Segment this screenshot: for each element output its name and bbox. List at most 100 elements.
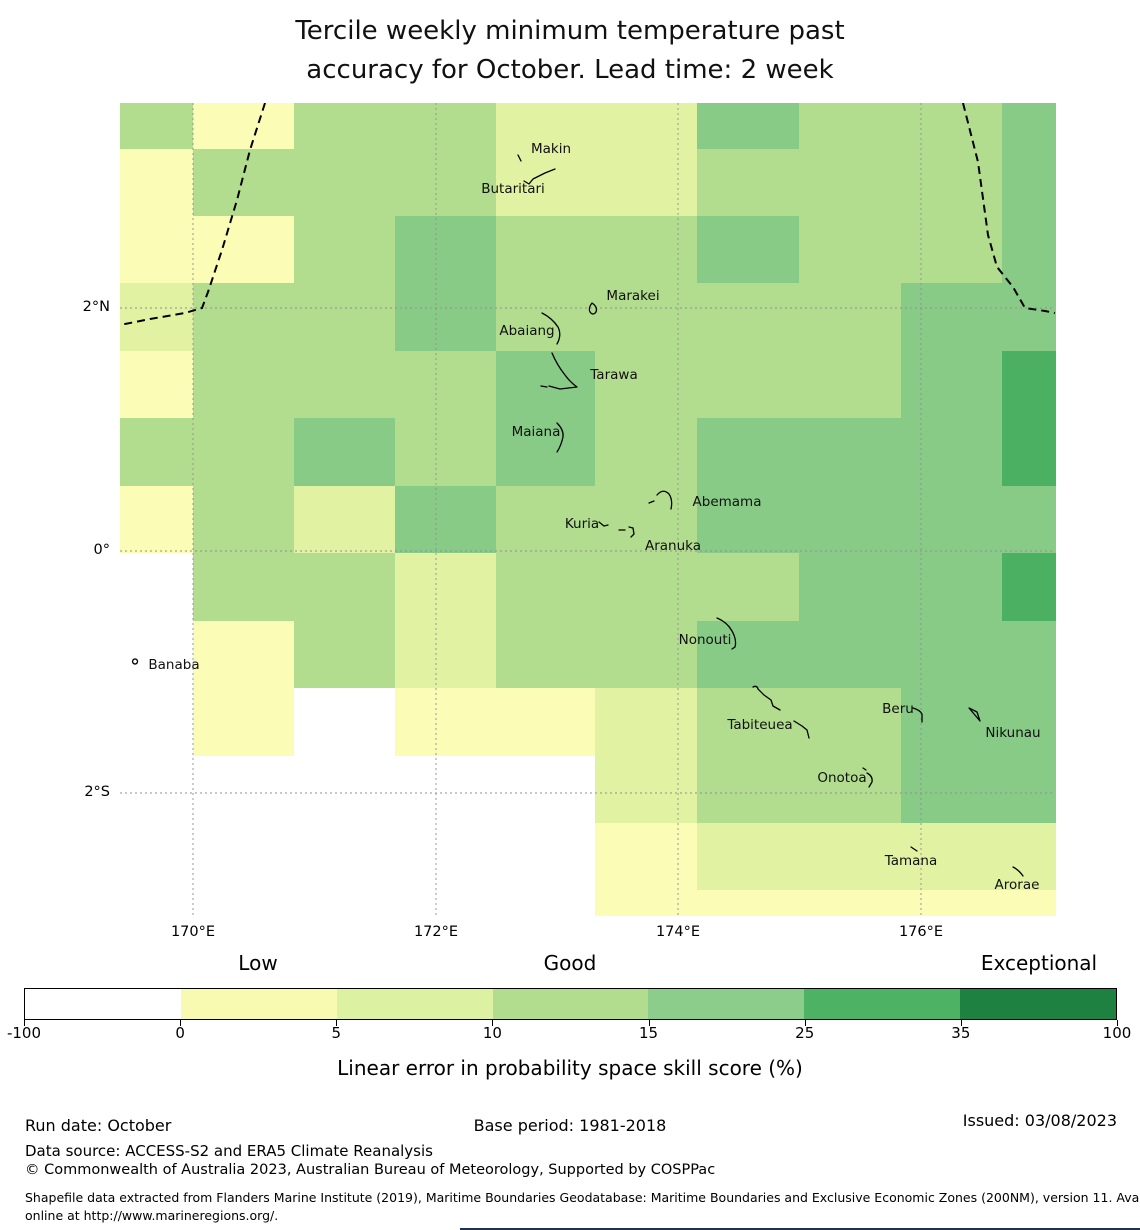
heatmap-cell bbox=[901, 149, 1003, 217]
heatmap-cell bbox=[901, 553, 1003, 622]
island-outline-Makin bbox=[517, 154, 522, 162]
heatmap-cell bbox=[799, 890, 902, 916]
heatmap-cell bbox=[193, 486, 295, 554]
heatmap-cell bbox=[595, 216, 698, 284]
heatmap-cell bbox=[595, 890, 698, 916]
colorbar-ticklabel-5: 5 bbox=[331, 1024, 342, 1042]
heatmap-cell bbox=[395, 216, 497, 284]
colorbar-tickmark-10 bbox=[492, 1020, 494, 1026]
colorbar-tickmark--100 bbox=[24, 1020, 25, 1026]
heatmap-cell bbox=[496, 890, 596, 916]
island-outline-Nikunau bbox=[968, 707, 981, 722]
heatmap-cell bbox=[120, 688, 194, 757]
heatmap-cell bbox=[901, 486, 1003, 554]
heatmap-cell bbox=[395, 486, 497, 554]
colorbar-tickmark-35 bbox=[960, 1020, 962, 1026]
island-outline-Onotoa bbox=[862, 767, 873, 788]
island-outline-Marakei bbox=[588, 302, 598, 315]
heatmap-cell bbox=[697, 688, 800, 757]
colorbar-ticklabel--100: -100 bbox=[6, 1024, 42, 1042]
heatmap-cell bbox=[120, 553, 194, 622]
colorbar-segment-4 bbox=[648, 989, 805, 1019]
heatmap-cell bbox=[120, 216, 194, 284]
colorbar-tickmark-15 bbox=[648, 1020, 650, 1026]
heatmap-cell bbox=[1002, 890, 1056, 916]
colorbar-segment-0 bbox=[25, 989, 181, 1019]
island-outline-Kuria bbox=[598, 521, 609, 527]
heatmap-cell bbox=[120, 351, 194, 419]
heatmap-cell bbox=[1002, 103, 1056, 150]
heatmap-cell bbox=[697, 283, 800, 352]
colorbar-axis-label: Linear error in probability space skill … bbox=[337, 1056, 803, 1080]
heatmap-cell bbox=[901, 823, 1003, 891]
heatmap-cell bbox=[294, 688, 396, 757]
heatmap-cell bbox=[496, 823, 596, 891]
heatmap-cell bbox=[1002, 756, 1056, 824]
eez-boundary-line-0 bbox=[120, 103, 266, 326]
heatmap-cell bbox=[901, 756, 1003, 824]
heatmap-cell bbox=[595, 823, 698, 891]
heatmap-cell bbox=[294, 756, 396, 824]
run-date: Run date: October bbox=[25, 1116, 172, 1135]
heatmap-cell bbox=[294, 823, 396, 891]
heatmap-cell bbox=[1002, 486, 1056, 554]
heatmap-cell bbox=[799, 351, 902, 419]
island-label-Makin: Makin bbox=[530, 141, 572, 157]
heatmap-cell bbox=[799, 553, 902, 622]
heatmap-cell bbox=[496, 149, 596, 217]
heatmap-cell bbox=[395, 688, 497, 757]
heatmap-cell bbox=[120, 621, 194, 689]
island-outline-Arorae bbox=[1012, 866, 1024, 877]
island-outline-Tarawa bbox=[540, 352, 578, 390]
island-label-Marakei: Marakei bbox=[606, 288, 660, 304]
island-label-Maiana: Maiana bbox=[511, 424, 561, 440]
heatmap-cell bbox=[395, 283, 497, 352]
island-outline-Aranuka bbox=[618, 526, 635, 538]
heatmap-cell bbox=[595, 283, 698, 352]
heatmap-cell bbox=[1002, 351, 1056, 419]
data-source: Data source: ACCESS-S2 and ERA5 Climate … bbox=[25, 1142, 433, 1160]
heatmap-cell bbox=[697, 216, 800, 284]
heatmap-cell bbox=[799, 103, 902, 150]
heatmap-cell bbox=[294, 216, 396, 284]
colorbar-ticklabel-0: 0 bbox=[175, 1024, 185, 1042]
heatmap-cell bbox=[193, 216, 295, 284]
colorbar bbox=[24, 988, 1117, 1020]
heatmap-cell bbox=[496, 103, 596, 150]
colorbar-ticklabel-100: 100 bbox=[1102, 1024, 1132, 1042]
heatmap-cell bbox=[193, 553, 295, 622]
heatmap-cell bbox=[395, 823, 497, 891]
heatmap-cell bbox=[496, 553, 596, 622]
island-outline-Abaiang bbox=[541, 312, 561, 345]
shapefile-note-line2: online at http://www.marineregions.org/. bbox=[25, 1208, 279, 1223]
heatmap-cell bbox=[799, 823, 902, 891]
bottom-edge-bar bbox=[460, 1228, 1140, 1230]
y-tick-2°N: 2°N bbox=[82, 299, 110, 315]
heatmap-cell bbox=[120, 823, 194, 891]
heatmap-cell bbox=[193, 283, 295, 352]
heatmap-cell bbox=[193, 688, 295, 757]
heatmap-cell bbox=[193, 418, 295, 487]
heatmap-cell bbox=[120, 756, 194, 824]
heatmap-cell bbox=[395, 553, 497, 622]
heatmap-cell bbox=[1002, 418, 1056, 487]
eez-boundary-line-1 bbox=[962, 103, 1055, 314]
heatmap-cell bbox=[799, 688, 902, 757]
heatmap-cell bbox=[193, 149, 295, 217]
map-panel: Makin Butaritari Marakei Abaiang Tarawa Maian… bbox=[120, 103, 1056, 916]
heatmap-cell bbox=[496, 283, 596, 352]
island-label-Banaba: Banaba bbox=[148, 657, 200, 673]
heatmap-cell bbox=[1002, 216, 1056, 284]
heatmap-cell bbox=[799, 283, 902, 352]
heatmap-cell bbox=[193, 756, 295, 824]
heatmap-cell bbox=[901, 890, 1003, 916]
heatmap-cell bbox=[294, 553, 396, 622]
heatmap-cell bbox=[901, 283, 1003, 352]
colorbar-category-Exceptional: Exceptional bbox=[980, 951, 1098, 975]
heatmap-cell bbox=[496, 216, 596, 284]
heatmap-cell bbox=[697, 823, 800, 891]
heatmap-cell bbox=[120, 418, 194, 487]
heatmap-cell bbox=[799, 216, 902, 284]
heatmap-cell bbox=[595, 621, 698, 689]
heatmap-cell bbox=[294, 103, 396, 150]
